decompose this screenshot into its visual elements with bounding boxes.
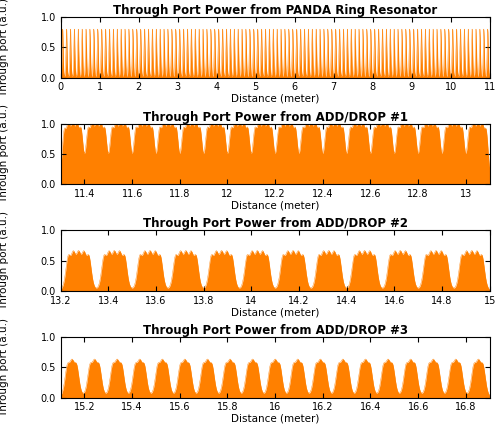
Y-axis label: Through port (a.u.): Through port (a.u.) (0, 318, 9, 417)
Y-axis label: Through port (a.u.): Through port (a.u.) (0, 0, 9, 97)
Title: Through Port Power from ADD/DROP #2: Through Port Power from ADD/DROP #2 (142, 217, 408, 230)
Title: Through Port Power from ADD/DROP #3: Through Port Power from ADD/DROP #3 (142, 324, 408, 337)
X-axis label: Distance (meter): Distance (meter) (231, 414, 320, 424)
X-axis label: Distance (meter): Distance (meter) (231, 94, 320, 104)
X-axis label: Distance (meter): Distance (meter) (231, 201, 320, 211)
Y-axis label: Through port (a.u.): Through port (a.u.) (0, 104, 9, 203)
Title: Through Port Power from PANDA Ring Resonator: Through Port Power from PANDA Ring Reson… (113, 4, 438, 17)
Title: Through Port Power from ADD/DROP #1: Through Port Power from ADD/DROP #1 (142, 111, 408, 124)
X-axis label: Distance (meter): Distance (meter) (231, 307, 320, 317)
Y-axis label: Through port (a.u.): Through port (a.u.) (0, 211, 9, 310)
